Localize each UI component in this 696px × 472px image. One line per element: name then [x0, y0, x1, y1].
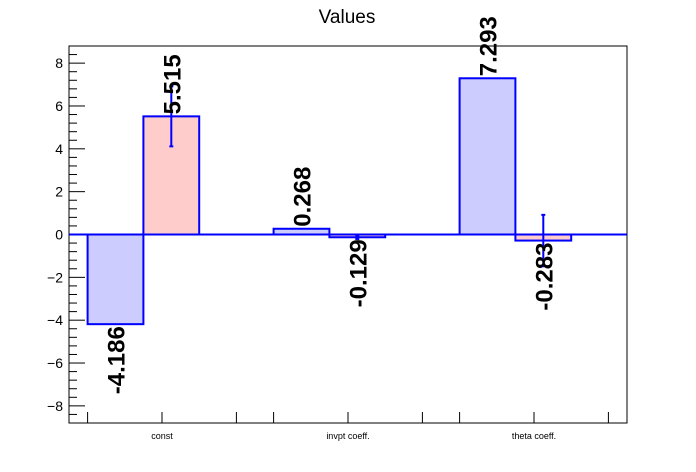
- x-category-label: const: [151, 431, 173, 441]
- x-category-label: invpt coeff.: [326, 431, 369, 441]
- data-label: -4.186: [104, 326, 131, 394]
- y-tick-label: 2: [55, 184, 63, 200]
- data-label: 0.268: [290, 167, 317, 227]
- y-tick-label: −8: [47, 398, 63, 414]
- y-tick-label: 0: [55, 227, 63, 243]
- y-tick-label: −4: [47, 312, 63, 328]
- y-tick-label: 4: [55, 141, 63, 157]
- y-tick-label: 8: [55, 55, 63, 71]
- data-label: 5.515: [159, 54, 186, 114]
- bar: [86, 233, 145, 326]
- chart-title: Values: [319, 7, 376, 28]
- error-bars: [169, 85, 546, 268]
- data-labels: -4.186 0.268 7.293 5.515 -0.129 -0.283: [104, 16, 559, 394]
- bar: [458, 77, 517, 236]
- x-category-label: theta coeff.: [512, 431, 556, 441]
- data-label: -0.129: [345, 239, 372, 307]
- bars: [86, 77, 573, 326]
- y-tick-label: 6: [55, 98, 63, 114]
- x-axis: const invpt coeff. theta coeff.: [87, 412, 609, 441]
- y-tick-label: −6: [47, 355, 63, 371]
- data-label: -0.283: [531, 243, 558, 311]
- data-label: 7.293: [476, 16, 503, 76]
- y-tick-label: −2: [47, 269, 63, 285]
